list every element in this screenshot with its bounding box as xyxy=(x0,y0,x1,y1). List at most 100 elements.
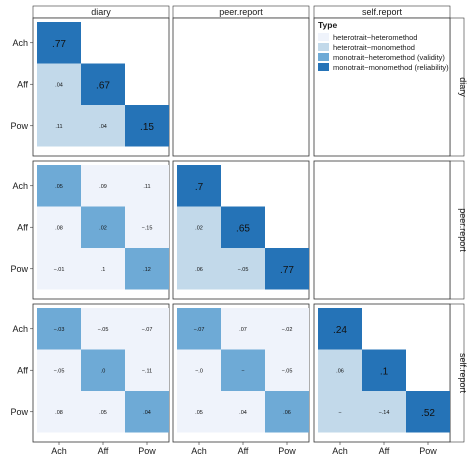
cell-value-label: .05 xyxy=(55,184,63,190)
heatmap-cell xyxy=(81,206,125,248)
cell-value-label: .12 xyxy=(143,267,151,273)
cell-value-label: −.0 xyxy=(195,368,203,374)
legend-label: heterotrait−heteromethod xyxy=(333,32,418,42)
cell-value-label: .1 xyxy=(101,267,106,273)
legend-item: heterotrait−monomethod xyxy=(318,42,468,52)
heatmap-block: −.03 −.05 −.07 −.05 .0 −.11 .08 .05 .04 xyxy=(37,308,169,433)
heatmap-block: .77 .04 .67 .11 .04 .15 xyxy=(37,22,169,147)
legend: Type heterotrait−heteromethod heterotrait… xyxy=(318,20,468,72)
cell-value-label: −.05 xyxy=(238,267,249,273)
facet-strips: diary peer.report self.report diary peer.rep… xyxy=(32,5,468,443)
cell-value-label: .65 xyxy=(236,223,250,234)
cell-value-label: −.07 xyxy=(194,327,205,333)
heatmap-cell xyxy=(265,308,309,350)
heatmap-cell xyxy=(37,391,81,433)
x-tick-label: Pow xyxy=(138,446,156,456)
heatmap-cell xyxy=(265,349,309,391)
heatmap-cell xyxy=(125,308,169,350)
heatmap-cell xyxy=(37,105,81,147)
cell-value-label: −.05 xyxy=(282,368,293,374)
y-tick-label: Pow xyxy=(10,121,28,131)
y-tick-label: Pow xyxy=(10,264,28,274)
cell-value-label: .07 xyxy=(239,327,247,333)
x-tick-label: Aff xyxy=(238,446,249,456)
y-tick-label: Ach xyxy=(12,181,28,191)
cell-value-label: .1 xyxy=(380,366,389,377)
cell-value-label: −.02 xyxy=(282,327,293,333)
heatmap-cell xyxy=(177,206,221,248)
legend-item: heterotrait−heteromethod xyxy=(318,32,468,42)
heatmap-cell xyxy=(362,391,406,433)
heatmap-cell xyxy=(125,248,169,290)
cell-value-label: .11 xyxy=(143,184,150,190)
facet-row-label: peer.report xyxy=(458,208,468,252)
heatmap-cell xyxy=(81,349,125,391)
facet-row-label: self.report xyxy=(458,353,468,394)
legend-item: monotrait−heteromethod (validity) xyxy=(318,52,468,62)
cell-value-label: −.11 xyxy=(142,368,152,374)
cell-value-label: .77 xyxy=(280,265,294,276)
heatmap-cell xyxy=(177,165,221,207)
cell-value-label: .24 xyxy=(333,325,347,336)
facet-panel xyxy=(313,160,451,300)
cell-value-label: − xyxy=(241,368,244,374)
heatmap-block: .24 .06 .1 − −.14 .52 xyxy=(318,308,450,433)
cell-value-label: .04 xyxy=(239,410,247,416)
x-tick-label: Ach xyxy=(51,446,67,456)
heatmap-cell xyxy=(318,349,362,391)
heatmap-cell xyxy=(37,206,81,248)
cell-value-label: .67 xyxy=(96,80,110,91)
heatmap-cell xyxy=(125,206,169,248)
heatmap-cell xyxy=(362,349,406,391)
legend-swatch xyxy=(318,43,329,51)
legend-label: monotrait−monomethod (reliability) xyxy=(333,62,449,72)
x-tick-label: Ach xyxy=(332,446,348,456)
facet-panel xyxy=(313,17,451,157)
y-tick-label: Aff xyxy=(17,222,28,232)
y-tick-label: Aff xyxy=(17,365,28,375)
cell-value-label: .15 xyxy=(140,122,154,133)
cell-value-label: −.03 xyxy=(54,327,65,333)
legend-item: monotrait−monomethod (reliability) xyxy=(318,62,468,72)
cell-value-label: .06 xyxy=(195,267,203,273)
cell-value-label: .04 xyxy=(143,410,151,416)
heatmap-cell xyxy=(125,349,169,391)
cell-value-label: −.07 xyxy=(142,327,153,333)
heatmap-cell xyxy=(37,22,81,64)
legend-swatch xyxy=(318,33,329,41)
cell-value-label: .0 xyxy=(101,368,106,374)
cell-value-label: −.14 xyxy=(379,410,390,416)
heatmap-block: .05 .09 .11 .08 .02 −.15 −.01 .1 .12 xyxy=(37,165,169,290)
heatmap-cell xyxy=(265,248,309,290)
cell-value-label: − xyxy=(338,410,341,416)
x-tick-label: Pow xyxy=(419,446,437,456)
heatmap-cell xyxy=(81,105,125,147)
y-tick-label: Pow xyxy=(10,407,28,417)
cell-value-label: .7 xyxy=(195,182,204,193)
cell-value-label: .11 xyxy=(55,124,62,130)
heatmap-cell xyxy=(37,308,81,350)
heatmap-cell xyxy=(37,63,81,105)
y-tick-label: Aff xyxy=(17,79,28,89)
cell-value-label: −.05 xyxy=(98,327,109,333)
heatmap-cell xyxy=(37,248,81,290)
x-tick-label: Aff xyxy=(379,446,390,456)
heatmap-cell xyxy=(81,308,125,350)
cell-value-label: .04 xyxy=(99,124,107,130)
x-tick-label: Ach xyxy=(191,446,207,456)
axis-ticks: Ach Aff Pow Ach Aff Pow Ach Aff Pow Ach Aff Pow Ach A… xyxy=(10,38,437,456)
cell-value-label: .06 xyxy=(336,368,344,374)
cell-value-label: .02 xyxy=(195,225,203,231)
heatmap-cell xyxy=(406,391,450,433)
cell-value-label: .08 xyxy=(55,410,63,416)
heatmap-cell xyxy=(221,349,265,391)
heatmap-cell xyxy=(221,206,265,248)
x-tick-label: Aff xyxy=(98,446,109,456)
cell-value-label: .02 xyxy=(99,225,107,231)
heatmap-cell xyxy=(37,165,81,207)
x-tick-label: Pow xyxy=(278,446,296,456)
heatmap-cell xyxy=(177,349,221,391)
facet-row-label: diary xyxy=(458,77,468,97)
cell-value-label: .04 xyxy=(55,82,63,88)
